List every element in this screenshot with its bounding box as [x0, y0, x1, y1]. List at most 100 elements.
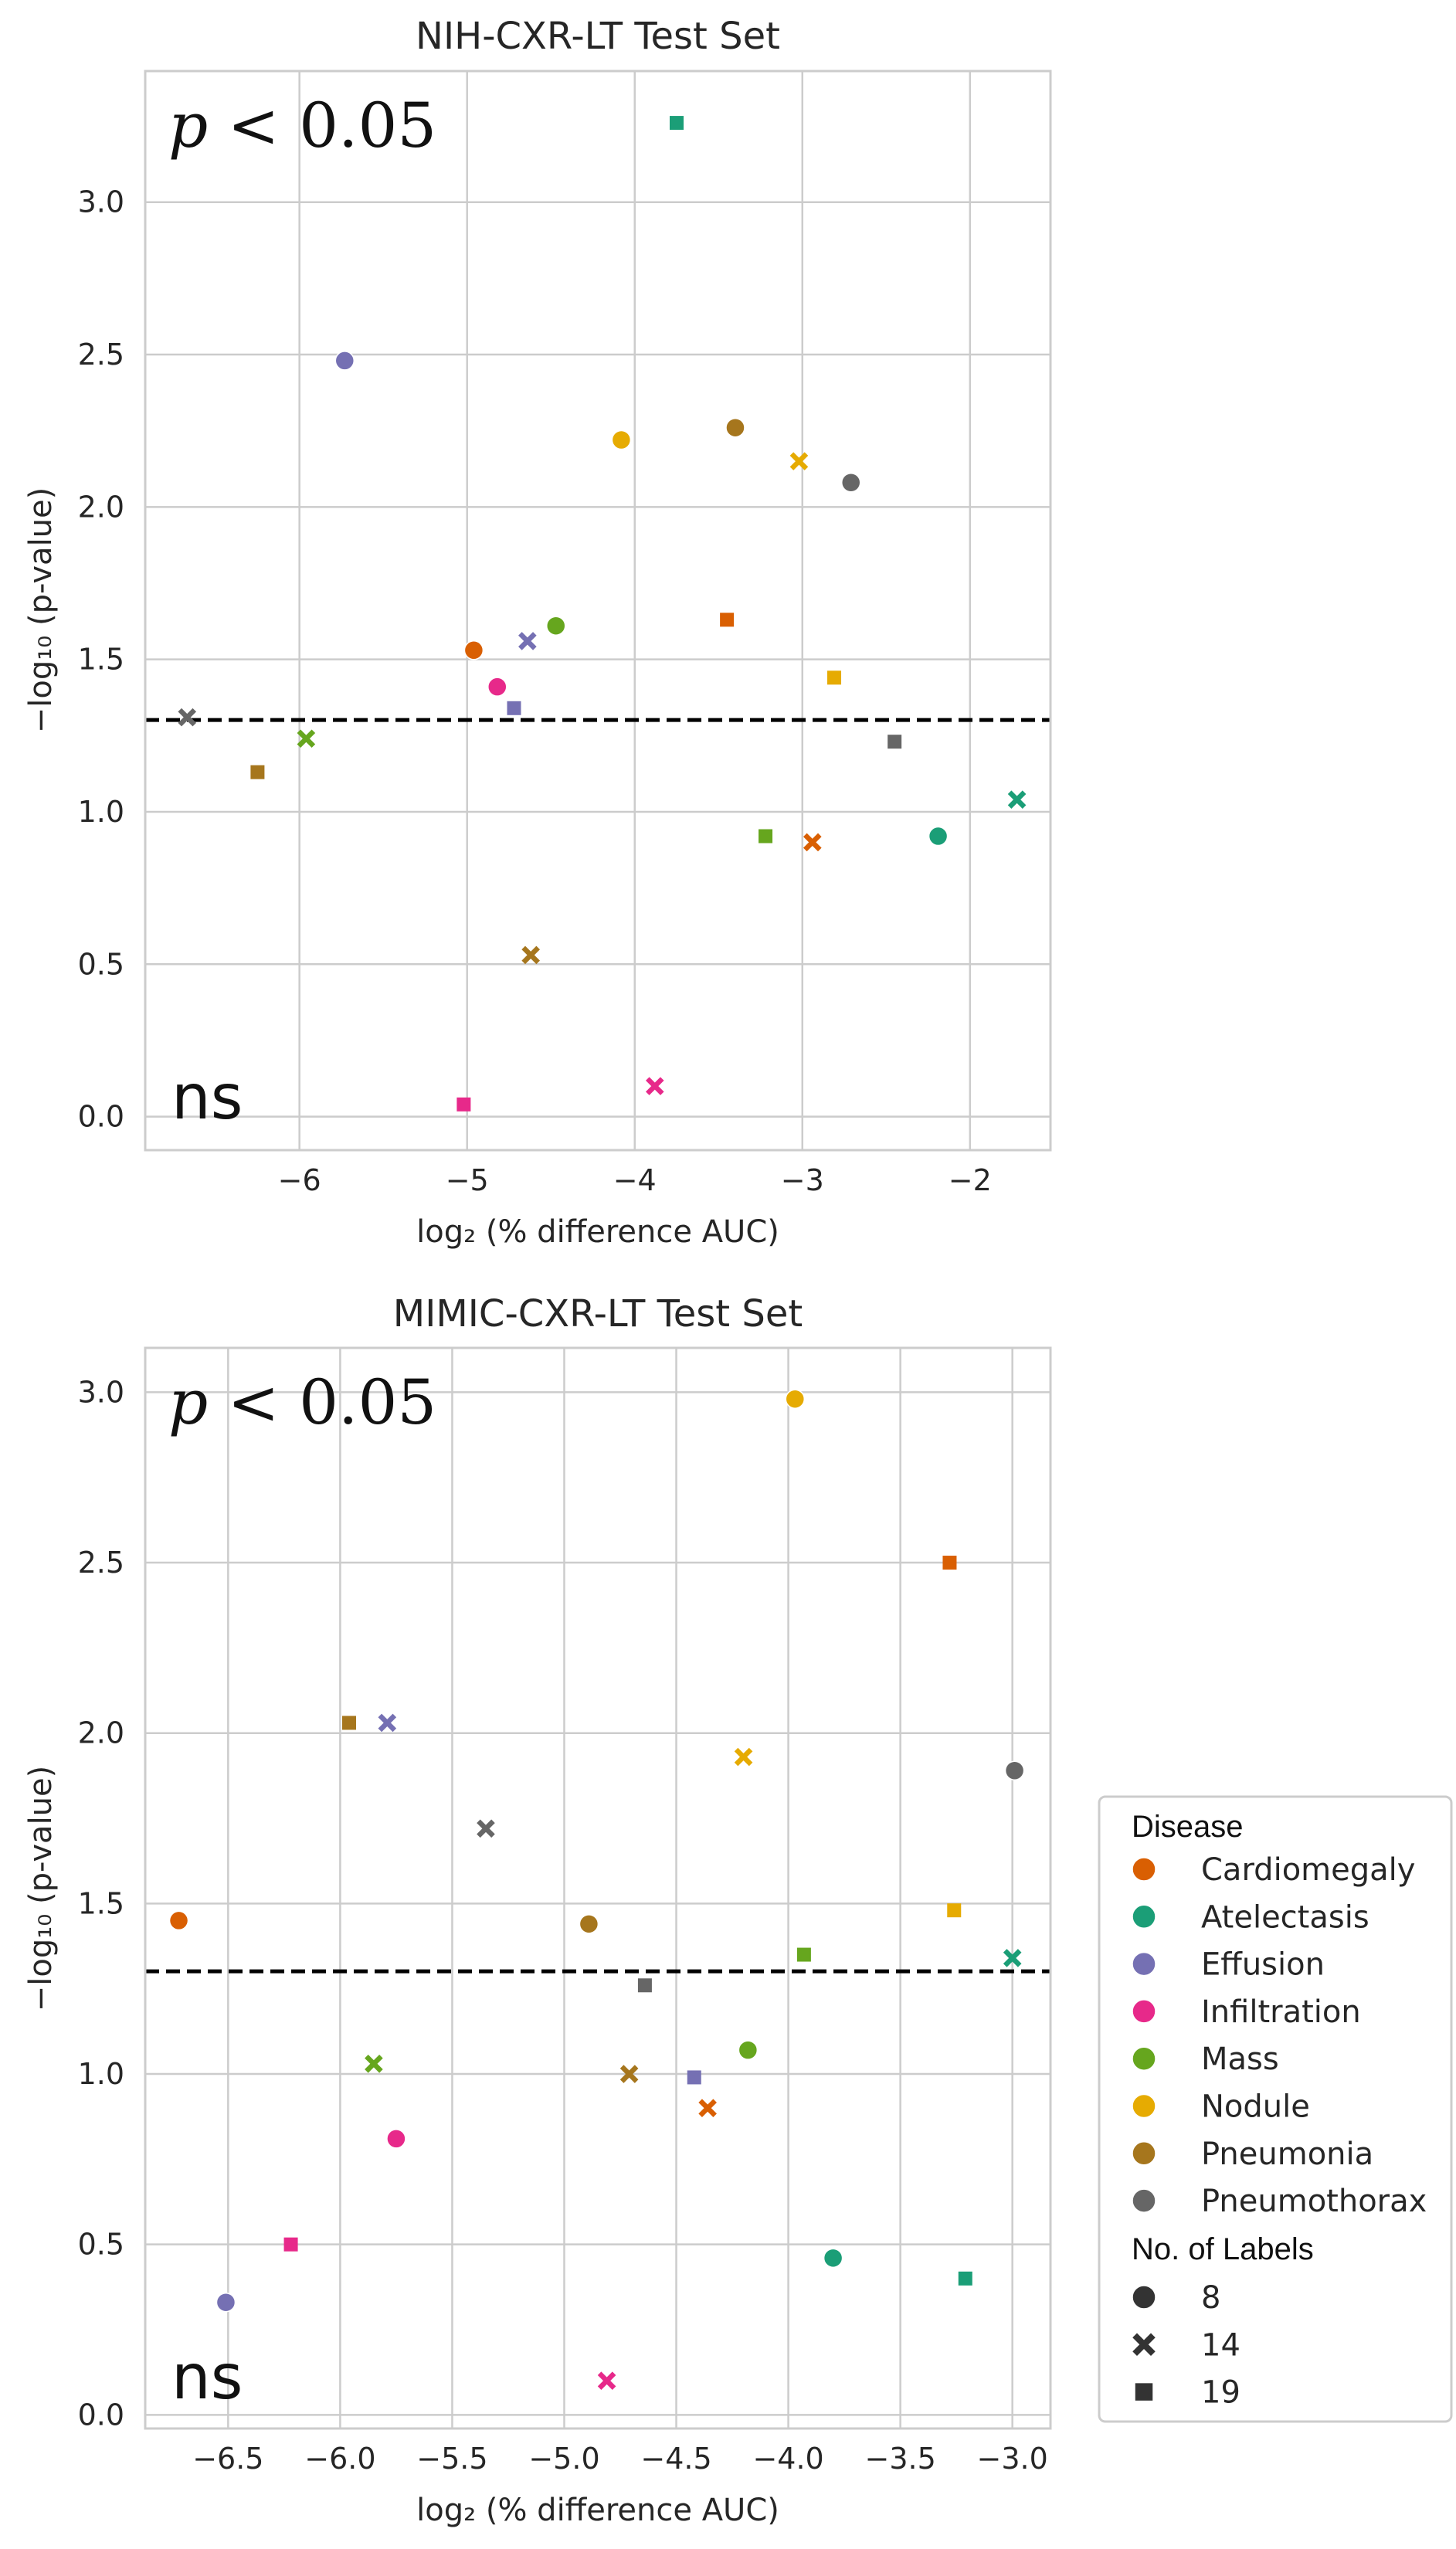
point-atelectasis-8 [928, 826, 949, 847]
point-mass-14 [365, 2054, 383, 2073]
legend-mass-label: Mass [1201, 2042, 1279, 2077]
point-atelectasis-19 [670, 116, 684, 131]
x-tick-label: −2 [949, 1163, 992, 1197]
y-tick-label: 3.0 [78, 185, 124, 219]
point-mass-14 [297, 729, 316, 748]
point-effusion-14 [378, 1713, 397, 1733]
x-axis-label: log₂ (% difference AUC) [416, 2493, 779, 2528]
legend-nodule-label: Nodule [1201, 2089, 1310, 2125]
legend-labels-14-label: 14 [1201, 2327, 1240, 2363]
x-tick-labels: −6 −5 −4 −3 −2 [278, 1163, 992, 1197]
point-nodule-14 [789, 452, 809, 470]
point-pneumothorax-14 [477, 1819, 495, 1838]
point-pneumothorax-14 [178, 708, 197, 727]
y-tick-label: 0.0 [78, 1100, 124, 1134]
legend-labels-title: No. of Labels [1132, 2232, 1314, 2266]
point-effusion-19 [507, 701, 521, 715]
point-effusion-14 [518, 632, 537, 650]
point-atelectasis-8 [823, 2248, 843, 2269]
y-tick-label: 0.5 [78, 2228, 124, 2262]
point-effusion-19 [687, 2070, 701, 2085]
point-mass-8 [738, 2040, 759, 2060]
point-infiltration-14 [645, 1077, 664, 1095]
legend-disease-title: Disease [1132, 1810, 1244, 1844]
legend-cardiomegaly-swatch [1132, 1857, 1156, 1882]
legend-pneumonia-label: Pneumonia [1201, 2137, 1373, 2172]
point-cardiomegaly-19 [942, 1556, 957, 1570]
x-tick-label: −4.0 [752, 2442, 823, 2476]
legend-labels-19-label: 19 [1201, 2375, 1240, 2411]
x-axis-label: log₂ (% difference AUC) [416, 1214, 779, 1250]
y-tick-label: 1.0 [78, 795, 124, 829]
point-infiltration-8 [386, 2129, 406, 2149]
legend-labels-19-marker [1135, 2383, 1153, 2401]
chart-title: MIMIC-CXR-LT Test Set [393, 1292, 803, 1336]
y-tick-label: 2.5 [78, 1546, 124, 1580]
y-tick-label: 2.5 [78, 338, 124, 372]
legend-disease-entries: Cardiomegaly Atelectasis Effusion Infiltrat… [1132, 1852, 1427, 2219]
point-cardiomegaly-8 [168, 1910, 189, 1931]
legend-effusion-label: Effusion [1201, 1947, 1325, 1983]
chart-title: NIH-CXR-LT Test Set [416, 15, 780, 58]
significance-variable: p [168, 90, 208, 161]
legend-labels-8-marker [1132, 2285, 1156, 2310]
point-pneumonia-19 [250, 765, 265, 779]
x-tick-label: −6 [278, 1163, 321, 1197]
significance-annotation: p < 0.05 [168, 1366, 436, 1438]
x-tick-label: −3.0 [977, 2442, 1048, 2476]
plot-frame [144, 70, 1052, 1152]
legend-effusion-swatch [1132, 1951, 1156, 1977]
x-tick-label: −4 [613, 1163, 657, 1197]
legend-pneumothorax-swatch [1132, 2188, 1156, 2213]
y-tick-label: 0.5 [78, 947, 124, 981]
point-nodule-8 [785, 1389, 806, 1409]
data-points [178, 116, 1027, 1112]
legend-atelectasis-swatch [1132, 1904, 1156, 1930]
legend-nodule-swatch [1132, 2093, 1156, 2119]
point-pneumothorax-19 [888, 735, 902, 749]
significance-threshold-text: < 0.05 [208, 1366, 436, 1438]
legend-infiltration-label: Infiltration [1201, 1994, 1361, 2030]
y-tick-label: 3.0 [78, 1375, 124, 1409]
legend-pneumothorax-label: Pneumothorax [1201, 2184, 1427, 2219]
y-tick-label: 1.5 [78, 1886, 124, 1920]
point-pneumothorax-8 [840, 473, 861, 493]
legend-mass-swatch [1132, 2046, 1156, 2071]
point-infiltration-14 [597, 2371, 616, 2391]
x-tick-label: −5.0 [528, 2442, 599, 2476]
point-nodule-19 [947, 1903, 962, 1918]
point-pneumothorax-8 [1004, 1760, 1025, 1780]
point-cardiomegaly-14 [698, 2099, 717, 2117]
point-infiltration-19 [283, 2237, 298, 2252]
point-infiltration-19 [456, 1097, 471, 1112]
point-mass-8 [545, 616, 566, 636]
point-effusion-8 [216, 2292, 236, 2313]
y-tick-label: 2.0 [78, 1716, 124, 1750]
legend-labels-14-marker [1132, 2333, 1156, 2357]
legend-cardiomegaly-label: Cardiomegaly [1201, 1852, 1415, 1888]
point-nodule-8 [611, 429, 632, 450]
point-nodule-14 [734, 1747, 753, 1767]
grid [145, 71, 1050, 1150]
point-mass-19 [796, 1947, 811, 1962]
legend-labels-8-label: 8 [1201, 2280, 1220, 2316]
not-significant-annotation: ns [171, 1061, 243, 1133]
x-tick-label: −6.5 [192, 2442, 263, 2476]
significance-variable: p [168, 1366, 208, 1438]
point-pneumonia-14 [619, 2065, 639, 2083]
legend-infiltration-swatch [1132, 1999, 1156, 2024]
point-atelectasis-14 [1003, 1949, 1022, 1967]
point-cardiomegaly-19 [720, 613, 735, 627]
point-pneumonia-14 [521, 945, 540, 965]
nih-chart-panel: NIH-CXR-LT Test Set −6 −5 −4 −3 −2 0.0 0.5 1.0… [23, 15, 1052, 1250]
point-effusion-8 [334, 351, 355, 371]
y-tick-label: 1.5 [78, 643, 124, 677]
x-tick-label: −3 [781, 1163, 824, 1197]
not-significant-annotation: ns [171, 2341, 243, 2413]
point-pneumonia-8 [725, 417, 745, 438]
x-tick-label: −6.0 [304, 2442, 375, 2476]
point-pneumothorax-19 [637, 1978, 652, 1993]
y-axis-label: −log₁₀ (p-value) [23, 1766, 59, 2012]
y-axis-label: −log₁₀ (p-value) [23, 487, 59, 734]
